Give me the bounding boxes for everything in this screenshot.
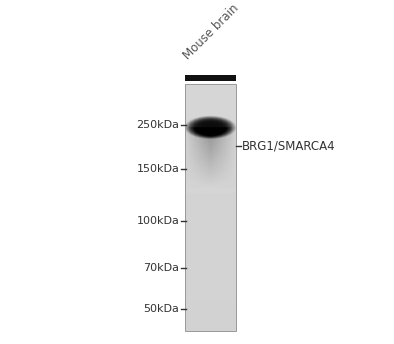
Text: 150kDa: 150kDa [136,164,179,174]
Text: BRG1/SMARCA4: BRG1/SMARCA4 [242,140,336,153]
Text: 70kDa: 70kDa [143,262,179,272]
Bar [185,84,236,331]
Text: 250kDa: 250kDa [136,120,179,130]
Text: Mouse brain: Mouse brain [180,2,241,63]
Bar [185,75,236,81]
Text: 100kDa: 100kDa [136,216,179,226]
Text: 50kDa: 50kDa [143,304,179,314]
